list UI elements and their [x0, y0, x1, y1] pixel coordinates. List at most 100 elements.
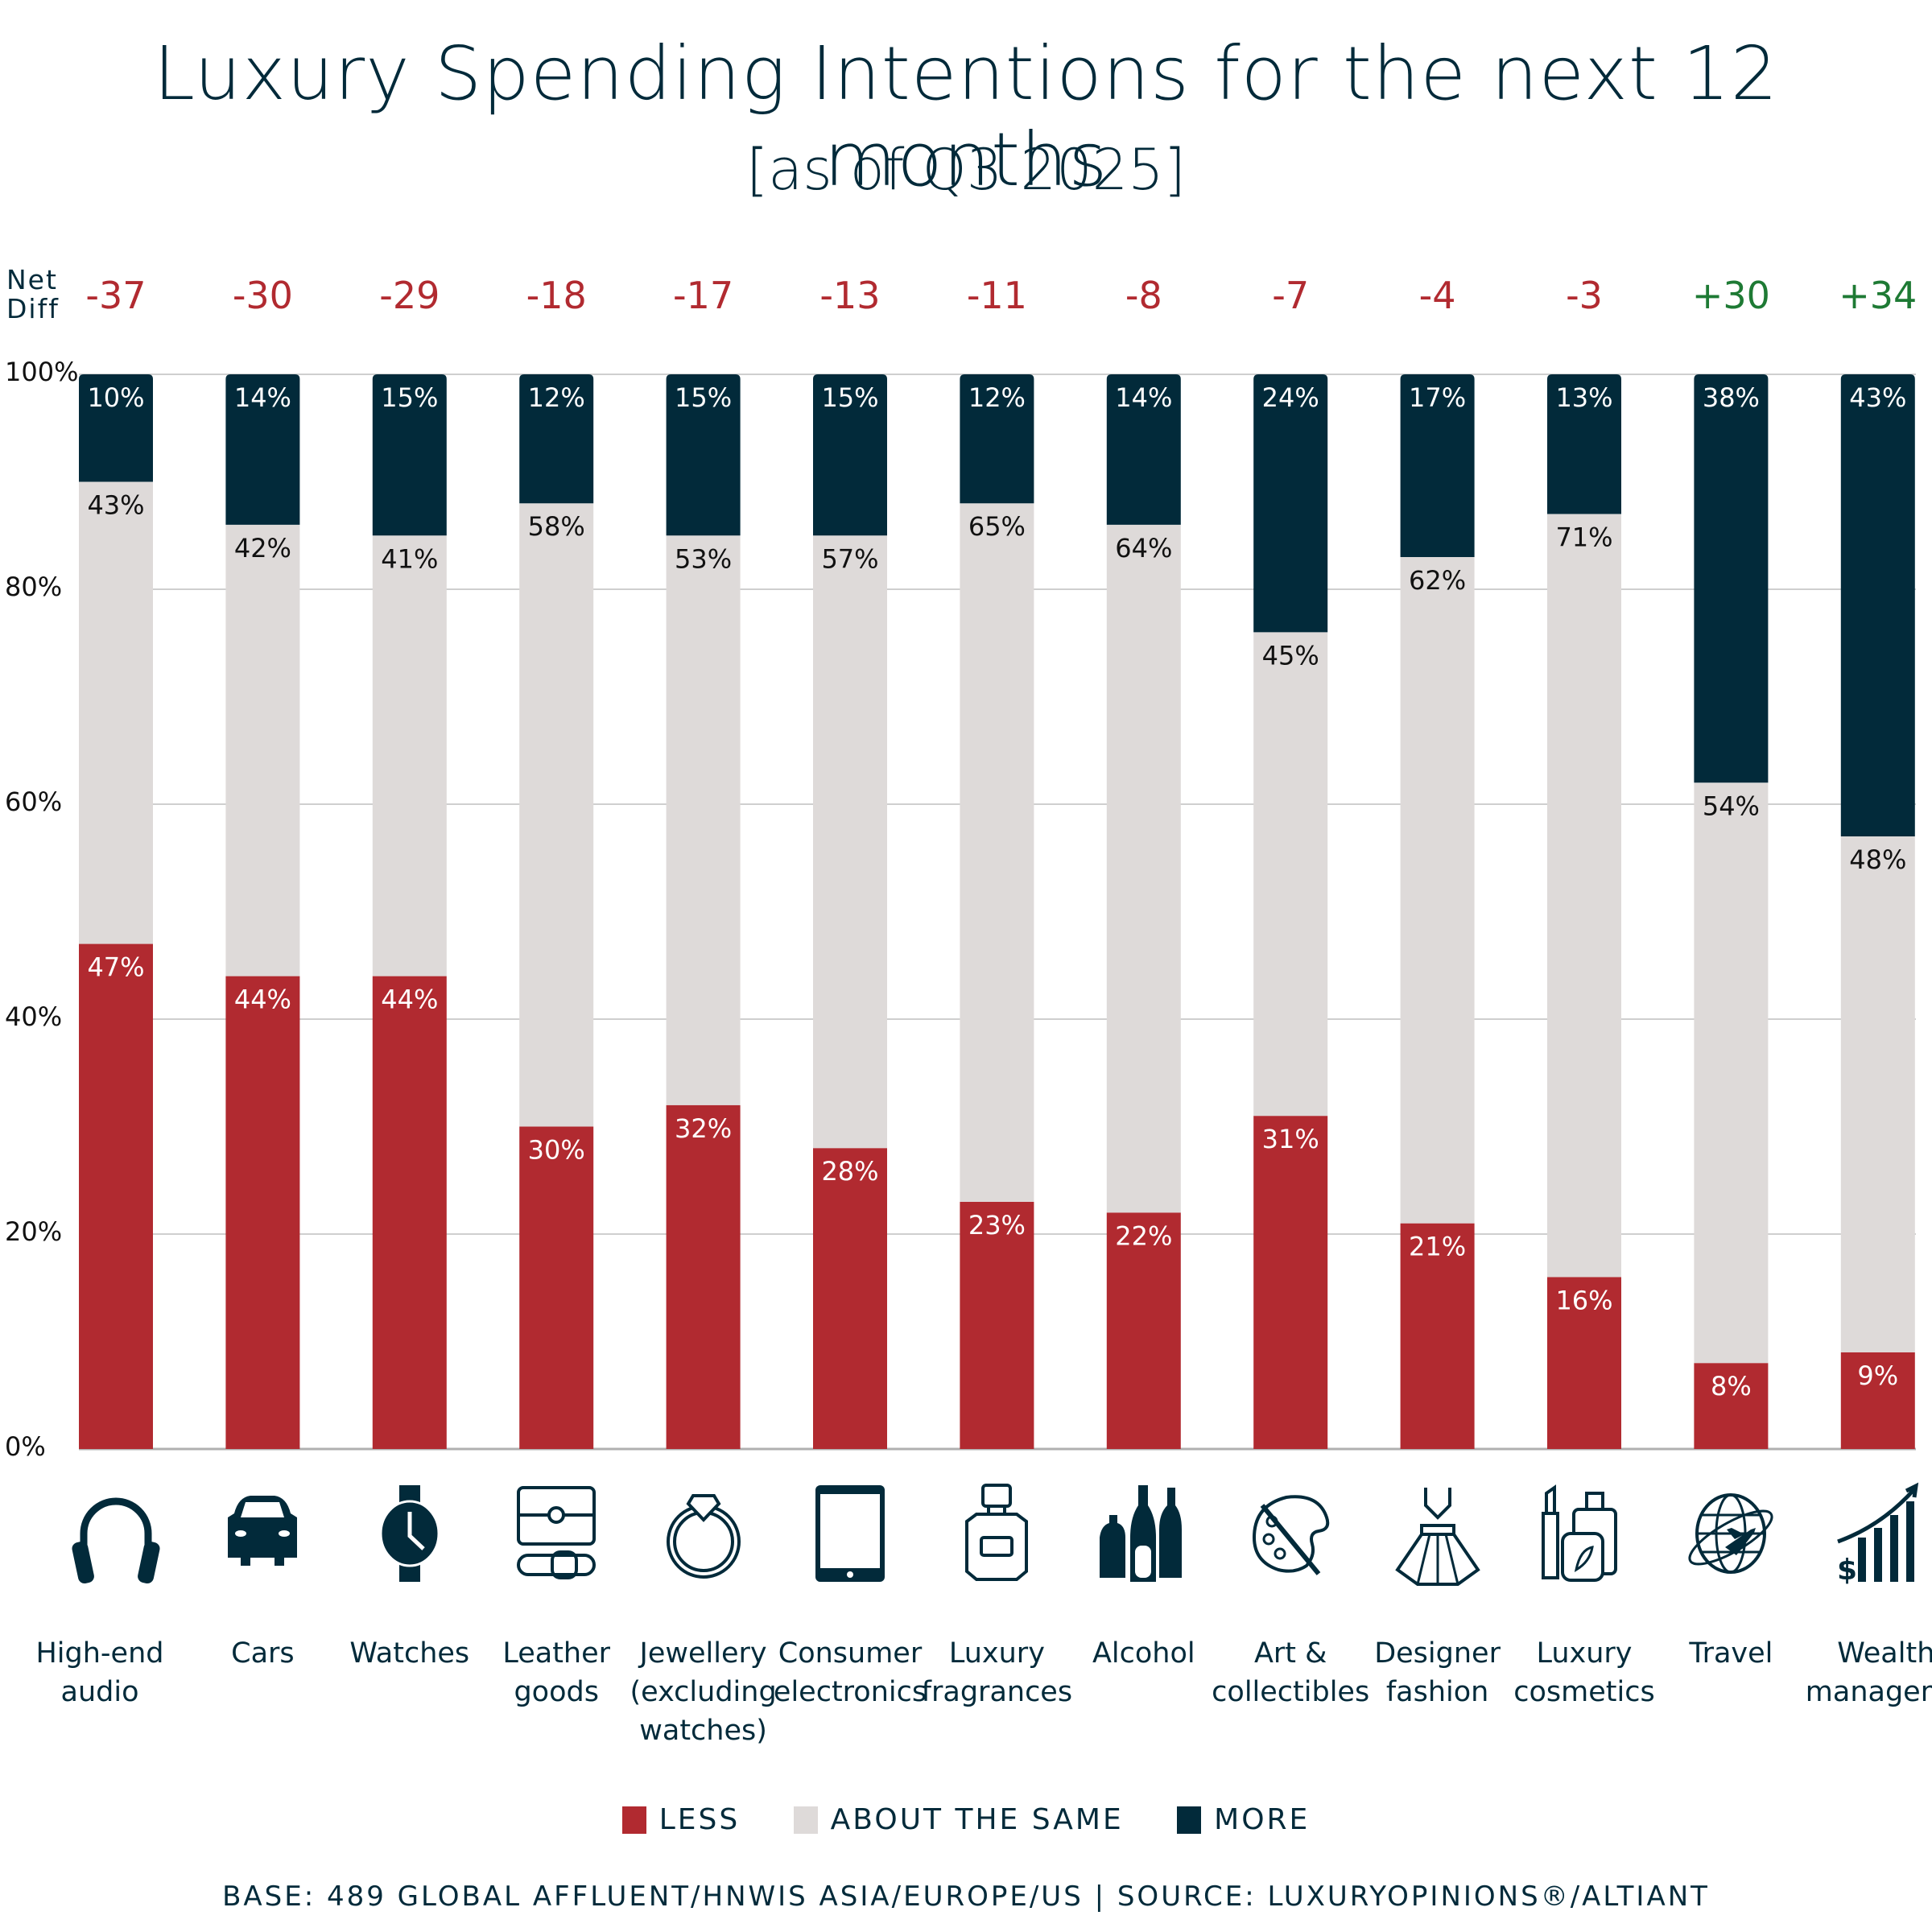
bottles-icon: [1092, 1481, 1196, 1586]
data-label: 54%: [1703, 791, 1760, 821]
x-tick-label: Jewellery (excluding watches): [630, 1637, 777, 1747]
data-label: 14%: [234, 382, 291, 413]
y-tick-label: 80%: [5, 572, 63, 602]
bar-segment-less: [813, 1148, 887, 1449]
data-label: 12%: [528, 382, 585, 413]
bar-segment-more: [1840, 374, 1915, 837]
net-diff-value: -8: [1125, 274, 1162, 317]
source-footer: BASE: 489 GLOBAL AFFLUENT/HNWIS ASIA/EUR…: [222, 1880, 1710, 1913]
legend-label-same: ABOUT THE SAME: [830, 1803, 1124, 1836]
bar-segment-about-the-same: [79, 481, 153, 944]
y-tick-label: 100%: [5, 357, 79, 387]
globe-plane-icon: [1678, 1481, 1783, 1586]
legend-item-more: MORE: [1177, 1803, 1310, 1836]
data-label: 30%: [528, 1135, 585, 1166]
data-label: 24%: [1262, 382, 1319, 413]
bar-segment-about-the-same: [1253, 632, 1328, 1117]
data-label: 41%: [381, 543, 438, 574]
data-label: 21%: [1409, 1232, 1466, 1262]
data-label: 45%: [1262, 640, 1319, 671]
data-label: 44%: [381, 985, 438, 1015]
svg-text:$: $: [1837, 1554, 1857, 1586]
bar-segment-less: [79, 943, 153, 1449]
cosmetics-icon: [1532, 1481, 1637, 1586]
chart-title: Luxury Spending Intentions for the next …: [153, 31, 1779, 203]
bar-segment-less: [666, 1104, 741, 1449]
net-diff-value: -18: [526, 274, 587, 317]
data-label: 64%: [1115, 533, 1172, 564]
net-diff-value: -30: [232, 274, 293, 317]
bar-segment-more: [1547, 374, 1621, 514]
bar-segment-more: [960, 374, 1034, 504]
ring-icon: [651, 1481, 756, 1586]
bar-segment-less: [1694, 1363, 1769, 1449]
net-diff-value: -37: [85, 274, 147, 317]
chart-subtitle: [as of Q3 2025]: [746, 137, 1186, 203]
net-diff-value: -7: [1272, 274, 1310, 317]
net-diff-value: -29: [379, 274, 440, 317]
data-label: 43%: [1849, 382, 1906, 413]
data-label: 42%: [234, 533, 291, 564]
data-label: 16%: [1555, 1285, 1612, 1315]
bar-segment-about-the-same: [519, 503, 594, 1127]
bar-segment-less: [372, 976, 447, 1449]
net-diff-label-line1: Net: [6, 264, 58, 295]
x-tick-label: Art & collectibles: [1212, 1637, 1370, 1708]
legend-swatch-same: [793, 1806, 818, 1834]
bar-segment-less: [1400, 1223, 1475, 1449]
wealth-growth-icon: $: [1826, 1481, 1930, 1587]
data-label: 15%: [821, 382, 878, 413]
x-tick-label: Luxury cosmetics: [1513, 1637, 1655, 1708]
bar-segment-more: [1253, 374, 1328, 633]
bar-segment-less: [1840, 1352, 1915, 1449]
x-tick-label: Travel: [1689, 1637, 1773, 1670]
tablet-icon: [798, 1481, 902, 1586]
bar-segment-about-the-same: [1400, 556, 1475, 1224]
handbag-belt-icon: [504, 1481, 609, 1586]
x-tick-label: Designer fashion: [1374, 1637, 1501, 1708]
y-tick-label: 0%: [5, 1431, 46, 1462]
net-diff-label: Net Diff: [6, 266, 60, 324]
data-label: 32%: [675, 1113, 732, 1144]
bar-segment-about-the-same: [1840, 836, 1915, 1352]
data-label: 44%: [234, 985, 291, 1015]
dress-icon: [1385, 1481, 1490, 1586]
bar-segment-more: [519, 374, 594, 504]
bar-segment-more: [372, 374, 447, 536]
x-tick-label: Watches: [349, 1637, 470, 1670]
net-diff-label-line2: Diff: [6, 293, 60, 324]
data-label: 48%: [1849, 844, 1906, 875]
bar-segment-more: [225, 374, 300, 525]
net-diff-value: -4: [1418, 274, 1456, 317]
bar-segment-about-the-same: [372, 535, 447, 976]
bar-segment-about-the-same: [960, 503, 1034, 1202]
bar-segment-more: [1694, 374, 1769, 783]
bar-segment-less: [960, 1201, 1034, 1449]
bar-segment-less: [1106, 1212, 1181, 1449]
net-diff-value: -3: [1566, 274, 1603, 317]
bar-segment-more: [666, 374, 741, 536]
bar-segment-more: [1106, 374, 1181, 525]
data-label: 62%: [1409, 565, 1466, 596]
car-icon: [210, 1481, 315, 1586]
data-label: 57%: [821, 543, 878, 574]
bar-segment-about-the-same: [1547, 514, 1621, 1278]
data-label: 10%: [87, 382, 144, 413]
net-diff-value: +34: [1839, 274, 1918, 317]
bar-segment-more: [1400, 374, 1475, 557]
x-tick-label: Luxury fragrances: [921, 1637, 1073, 1708]
net-diff-value: +30: [1691, 274, 1770, 317]
y-tick-label: 60%: [5, 786, 63, 817]
bar-segment-about-the-same: [813, 535, 887, 1149]
data-label: 65%: [968, 511, 1026, 542]
data-label: 23%: [968, 1210, 1026, 1241]
headphones-icon: [64, 1481, 168, 1586]
data-label: 9%: [1857, 1360, 1898, 1391]
legend: LESS ABOUT THE SAME MORE: [0, 1803, 1932, 1841]
net-diff-value: -17: [673, 274, 734, 317]
x-tick-label: Cars: [231, 1637, 295, 1670]
data-label: 15%: [381, 382, 438, 413]
bar-segment-about-the-same: [666, 535, 741, 1105]
data-label: 13%: [1555, 382, 1612, 413]
